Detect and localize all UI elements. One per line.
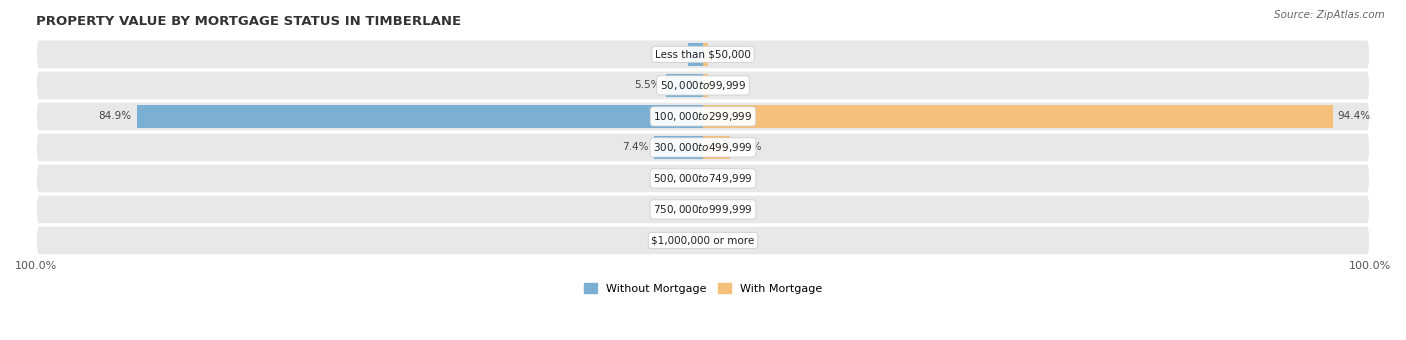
FancyBboxPatch shape	[37, 133, 1369, 162]
Text: 5.5%: 5.5%	[634, 80, 661, 90]
FancyBboxPatch shape	[37, 102, 1369, 131]
Bar	[136, 105, 703, 128]
Text: 0.0%: 0.0%	[672, 173, 697, 184]
Text: 0.8%: 0.8%	[714, 80, 740, 90]
FancyBboxPatch shape	[37, 70, 1369, 100]
Text: 0.73%: 0.73%	[713, 49, 747, 60]
FancyBboxPatch shape	[37, 225, 1369, 255]
Legend: Without Mortgage, With Mortgage: Without Mortgage, With Mortgage	[579, 278, 827, 298]
Text: 0.0%: 0.0%	[709, 236, 734, 245]
FancyBboxPatch shape	[37, 164, 1369, 193]
Bar	[703, 105, 1333, 128]
Bar	[703, 43, 707, 66]
FancyBboxPatch shape	[37, 39, 1369, 69]
Text: Source: ZipAtlas.com: Source: ZipAtlas.com	[1274, 10, 1385, 20]
Text: PROPERTY VALUE BY MORTGAGE STATUS IN TIMBERLANE: PROPERTY VALUE BY MORTGAGE STATUS IN TIM…	[37, 15, 461, 28]
Text: $750,000 to $999,999: $750,000 to $999,999	[654, 203, 752, 216]
Text: $50,000 to $99,999: $50,000 to $99,999	[659, 79, 747, 92]
Bar	[703, 74, 709, 97]
Text: $100,000 to $299,999: $100,000 to $299,999	[654, 110, 752, 123]
Text: $500,000 to $749,999: $500,000 to $749,999	[654, 172, 752, 185]
Text: 0.0%: 0.0%	[672, 204, 697, 215]
Bar	[666, 74, 703, 97]
Text: 94.4%: 94.4%	[1339, 112, 1371, 121]
Text: Less than $50,000: Less than $50,000	[655, 49, 751, 60]
FancyBboxPatch shape	[37, 194, 1369, 224]
Text: 7.4%: 7.4%	[621, 142, 648, 152]
Text: $1,000,000 or more: $1,000,000 or more	[651, 236, 755, 245]
Text: $300,000 to $499,999: $300,000 to $499,999	[654, 141, 752, 154]
Text: 0.0%: 0.0%	[709, 204, 734, 215]
Text: 0.0%: 0.0%	[672, 236, 697, 245]
Bar	[654, 136, 703, 158]
Text: 0.0%: 0.0%	[709, 173, 734, 184]
Text: 4.1%: 4.1%	[735, 142, 762, 152]
Bar	[703, 136, 730, 158]
Text: 2.2%: 2.2%	[657, 49, 683, 60]
Text: 84.9%: 84.9%	[98, 112, 132, 121]
Bar	[689, 43, 703, 66]
